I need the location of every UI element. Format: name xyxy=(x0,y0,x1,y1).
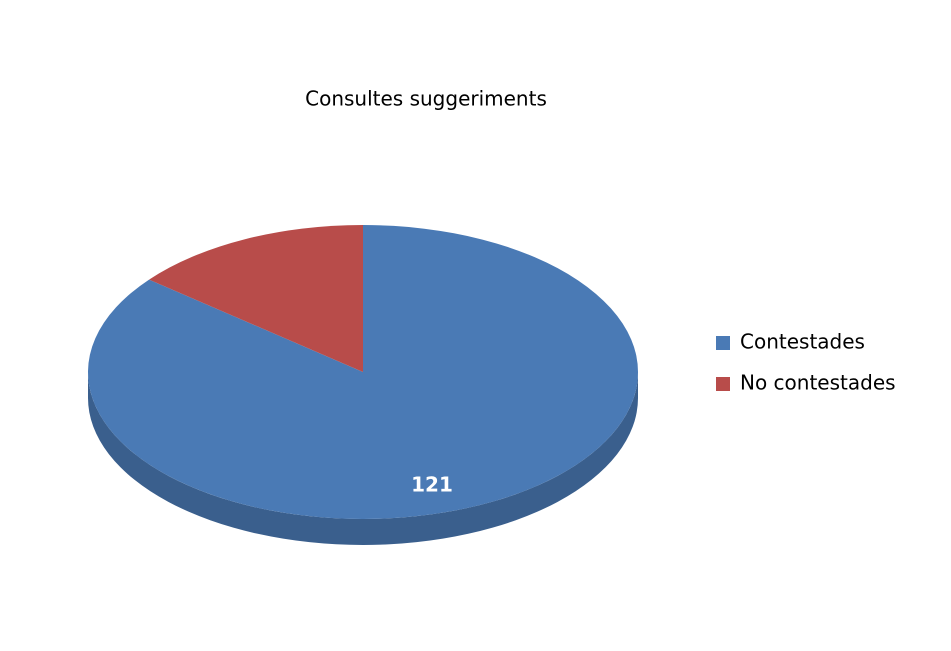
slice xyxy=(149,225,363,372)
slice-side xyxy=(88,372,638,545)
value-label: 121 xyxy=(411,473,453,497)
chart-title: Consultes suggeriments xyxy=(305,87,547,111)
legend-swatch xyxy=(716,377,730,391)
legend-label: Contestades xyxy=(740,330,865,354)
legend-swatch xyxy=(716,336,730,350)
legend-label: No contestades xyxy=(740,371,896,395)
slice xyxy=(87,225,638,519)
